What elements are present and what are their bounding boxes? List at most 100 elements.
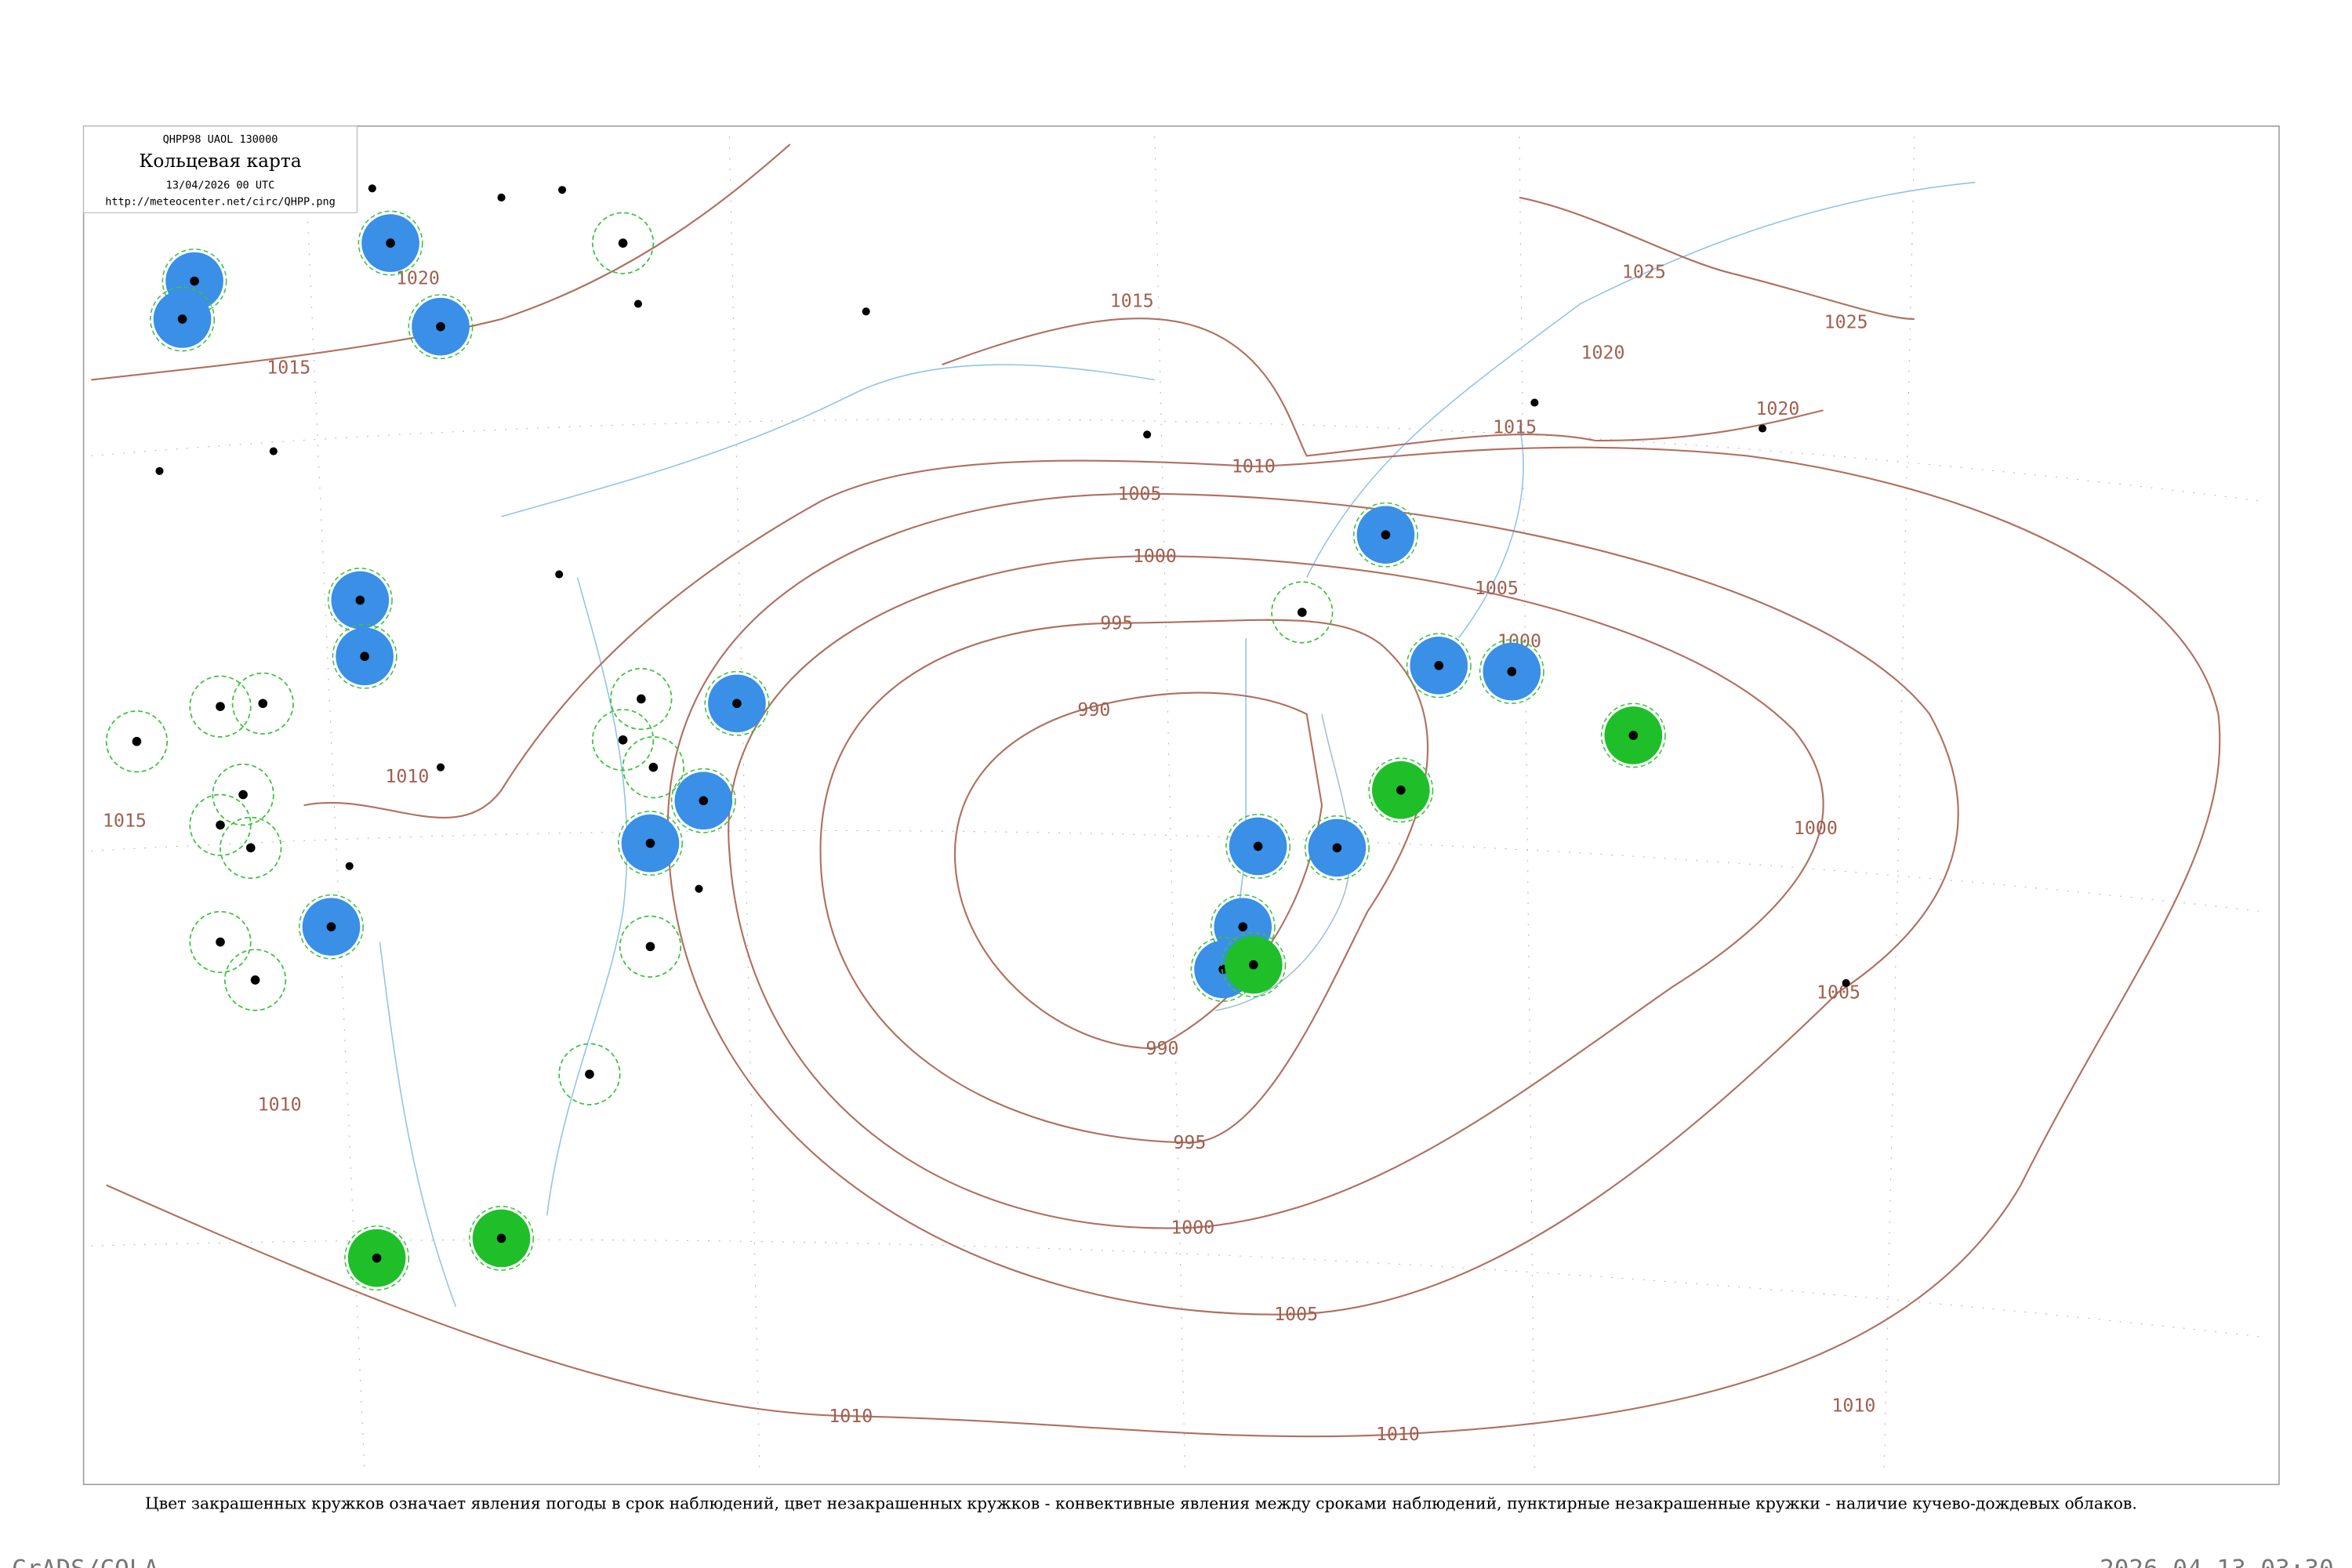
- station-dot: [177, 314, 187, 324]
- station-dot: [245, 843, 256, 853]
- isobar-label: 995: [1173, 1132, 1206, 1153]
- stations: [105, 184, 1850, 1291]
- isobar-label: 1010: [258, 1094, 302, 1116]
- isobar-label: 1010: [1376, 1424, 1420, 1445]
- station-dot: [496, 1233, 506, 1243]
- station-ring: [220, 816, 282, 880]
- station-halo: [1352, 502, 1418, 568]
- station-dot: [368, 184, 376, 193]
- station-halo: [344, 1225, 410, 1291]
- station-halo: [1368, 757, 1434, 823]
- station-dot: [1434, 661, 1444, 670]
- station-dot: [326, 922, 336, 931]
- station-dot: [216, 702, 225, 711]
- header-time: 13/04/2026 00 UTC: [166, 179, 275, 191]
- station-halo: [1304, 815, 1370, 880]
- station-ring: [223, 949, 287, 1011]
- station-dot: [695, 884, 703, 893]
- isobar-label: 1005: [1817, 982, 1860, 1003]
- station-halo: [332, 623, 397, 689]
- station-ring: [212, 763, 274, 826]
- station-halo: [1221, 932, 1287, 998]
- station-ring: [189, 675, 252, 738]
- isobar-label: 1020: [396, 267, 440, 289]
- station-ring: [189, 910, 252, 974]
- station-dot: [645, 838, 655, 848]
- station-dot: [637, 694, 646, 704]
- header-url: http://meteocenter.net/circ/QHPP.png: [105, 196, 336, 209]
- isobar-label: 1005: [1117, 484, 1161, 505]
- station-halo: [408, 294, 474, 360]
- station-dot: [1628, 731, 1639, 740]
- station-dot: [1249, 960, 1258, 970]
- isobar-label: 995: [1100, 612, 1133, 633]
- station-dot: [436, 763, 445, 771]
- station-dot: [1396, 785, 1406, 795]
- station-dot: [1253, 841, 1263, 851]
- isobar-label: 1000: [1171, 1218, 1214, 1239]
- station-dot: [1530, 398, 1539, 407]
- station-dot: [216, 937, 225, 947]
- station-dot: [555, 570, 564, 579]
- station-halo: [1406, 633, 1472, 699]
- station-dot: [345, 862, 354, 870]
- station-ring: [622, 736, 684, 799]
- isobar-label: 1010: [1232, 456, 1276, 477]
- isobar-label: 1000: [1794, 818, 1838, 839]
- station-dot: [1332, 843, 1342, 853]
- station-halo: [299, 894, 364, 960]
- isobar-label: 1020: [1581, 342, 1625, 363]
- isobar-label: 1015: [103, 810, 147, 831]
- station-halo: [617, 811, 683, 877]
- footer-left: GrADS/COLA: [13, 1555, 159, 1568]
- isobar-label: 1010: [1831, 1395, 1875, 1416]
- station-ring: [189, 793, 252, 856]
- station-dot: [618, 238, 628, 248]
- isobar-label: 1005: [1274, 1304, 1318, 1325]
- isobar-label: 1015: [267, 358, 310, 379]
- header-title: Кольцевая карта: [139, 151, 301, 172]
- isobar-label: 1025: [1622, 262, 1666, 283]
- station-dot: [1507, 666, 1517, 677]
- station-dot: [258, 699, 268, 709]
- station-dot: [648, 762, 659, 772]
- station-dot: [360, 652, 369, 662]
- station-ring: [231, 672, 294, 735]
- station-halo: [1479, 639, 1544, 705]
- station-dot: [618, 735, 628, 745]
- station-dot: [1298, 608, 1307, 617]
- isobar-label: 1010: [829, 1406, 873, 1427]
- isobar-label: 1015: [1493, 416, 1537, 437]
- station-dot: [250, 975, 260, 985]
- station-dot: [372, 1253, 382, 1263]
- station-dot: [585, 1069, 594, 1079]
- station-ring: [558, 1043, 621, 1105]
- station-dot: [862, 307, 870, 316]
- station-dot: [558, 186, 567, 194]
- station-dot: [436, 321, 445, 332]
- header-code: QHPP98 UAOL 130000: [163, 133, 278, 146]
- station-dot: [1759, 424, 1767, 433]
- station-ring: [591, 212, 655, 274]
- station-dot: [155, 466, 164, 475]
- station-dot: [132, 736, 142, 746]
- station-dot: [497, 193, 506, 201]
- station-ring: [610, 667, 673, 731]
- station-dot: [386, 238, 395, 248]
- station-halo: [150, 286, 216, 352]
- isobar-label: 1005: [1475, 578, 1519, 599]
- isobar-label: 990: [1077, 699, 1110, 720]
- isobar-label: 1000: [1133, 546, 1177, 567]
- station-halo: [358, 210, 423, 276]
- station-dot: [1238, 922, 1248, 931]
- station-halo: [670, 768, 736, 833]
- station-halo: [469, 1205, 535, 1271]
- isobars: [91, 143, 2221, 1438]
- station-dot: [190, 276, 199, 286]
- station-halo: [704, 670, 770, 736]
- station-dot: [355, 595, 365, 605]
- station-dot: [732, 699, 742, 709]
- isobar-label: 1025: [1824, 312, 1868, 333]
